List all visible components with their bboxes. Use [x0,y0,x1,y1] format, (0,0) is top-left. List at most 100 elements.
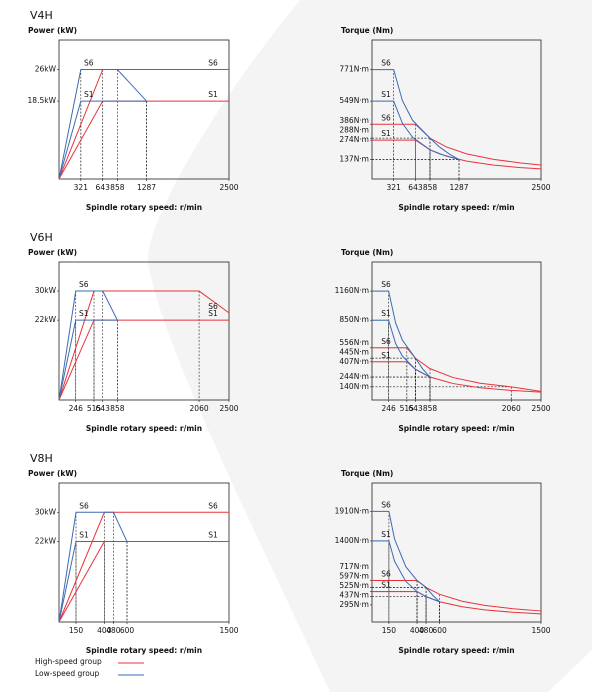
series-label: S1 [79,309,89,318]
series-line [372,361,542,393]
series-line [372,319,431,378]
x-tick-label: 643 [96,404,111,413]
y-tick-label: 244N·m [339,372,369,381]
y-tick-label: 1910N·m [335,506,369,515]
x-axis-label: Spindle rotary speed: r/min [398,203,514,212]
x-tick-label: 2500 [219,183,238,192]
y-tick-label: 407N·m [339,357,369,366]
x-tick-label: 1287 [137,183,156,192]
series-label: S1 [208,531,218,540]
y-tick-label: 295N·m [339,600,369,609]
y-tick-label: 850N·m [339,315,369,324]
series-label: S1 [381,351,391,360]
plot-frame [371,39,542,180]
y-tick-label: 1160N·m [335,286,369,295]
x-axis-label: Spindle rotary speed: r/min [86,424,202,433]
x-axis-label: Spindle rotary speed: r/min [86,646,202,655]
x-tick-label: 246 [69,404,84,413]
legend-label: Low-speed group [35,669,100,678]
y-tick-label: 30kW [35,507,57,516]
series-label: S6 [79,501,89,510]
series-line [58,290,118,401]
y-axis-label: Power (kW) [28,469,77,478]
series-label: S6 [381,280,391,289]
x-tick-label: 480 [419,626,434,635]
y-tick-label: 137N·m [339,155,369,164]
y-axis-label: Torque (Nm) [341,26,393,35]
legend-label: High-speed group [35,657,102,666]
y-tick-label: 556N·m [339,338,369,347]
series-label: S1 [381,530,391,539]
x-tick-label: 400 [410,626,425,635]
series-line [372,69,460,161]
x-tick-label: 858 [110,404,125,413]
y-tick-label: 386N·m [339,116,369,125]
y-tick-label: 717N·m [339,562,369,571]
x-tick-label: 858 [423,183,438,192]
y-axis-label: Torque (Nm) [341,469,393,478]
series-label: S6 [84,58,94,67]
x-axis-label: Spindle rotary speed: r/min [398,424,514,433]
section-title: V4H [30,9,53,22]
series-label: S6 [208,302,218,311]
x-tick-label: 515 [400,404,415,413]
y-tick-label: 30kW [35,286,57,295]
series-label: S1 [79,531,89,540]
series-line [58,100,147,180]
series-line [58,541,127,623]
series-label: S6 [381,59,391,68]
series-line [58,68,147,180]
series-line [372,347,542,392]
plot-frame [58,39,230,180]
x-tick-label: 1500 [219,626,238,635]
x-axis-label: Spindle rotary speed: r/min [86,203,202,212]
x-tick-label: 2060 [190,404,209,413]
y-tick-label: 22kW [35,315,57,324]
x-tick-label: 643 [408,183,423,192]
x-tick-label: 2500 [531,183,550,192]
series-line [58,541,229,623]
y-tick-label: 1400N·m [335,536,369,545]
series-label: S1 [381,581,391,590]
series-line [58,290,230,401]
series-line [372,540,440,603]
y-tick-label: 445N·m [339,347,369,356]
y-axis-label: Power (kW) [28,26,77,35]
series-label: S1 [208,309,218,318]
y-tick-label: 22kW [35,537,57,546]
plot-frame [371,261,542,401]
y-tick-label: 18.5kW [28,96,57,105]
series-label: S6 [381,113,391,122]
x-tick-label: 600 [432,626,447,635]
x-tick-label: 643 [96,183,111,192]
series-line [372,290,431,378]
x-tick-label: 400 [97,626,112,635]
plot-frame [371,482,542,623]
series-label: S6 [79,280,89,289]
series-label: S1 [381,129,391,138]
series-line [372,510,440,603]
x-tick-label: 246 [381,404,396,413]
background-shape [147,0,592,692]
x-tick-label: 480 [106,626,121,635]
x-tick-label: 2060 [502,404,521,413]
series-label: S1 [84,90,94,99]
y-tick-label: 274N·m [339,135,369,144]
x-tick-label: 321 [74,183,89,192]
x-tick-label: 515 [87,404,102,413]
y-tick-label: 26kW [35,64,57,73]
x-tick-label: 2500 [531,404,550,413]
x-tick-label: 643 [408,404,423,413]
series-label: S6 [208,501,218,510]
y-tick-label: 288N·m [339,126,369,135]
x-tick-label: 858 [423,404,438,413]
y-axis-label: Torque (Nm) [341,248,393,257]
series-line [372,100,460,161]
series-line [58,511,128,623]
plot-frame [58,482,230,623]
x-tick-label: 2500 [219,404,238,413]
section-title: V8H [30,452,53,465]
series-label: S6 [208,58,218,67]
y-axis-label: Power (kW) [28,248,77,257]
